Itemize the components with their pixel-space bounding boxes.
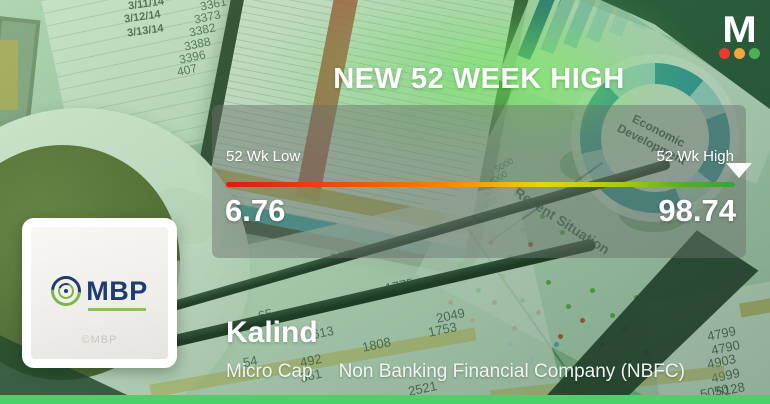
price-marker-icon — [726, 163, 752, 178]
headline: NEW 52 WEEK HIGH — [333, 63, 625, 95]
cap-category: Micro Cap — [226, 361, 313, 382]
range-panel: 52 Wk Low 52 Wk High 6.76 98.74 — [212, 105, 752, 258]
company-logo-card: MBP ©MBP — [22, 218, 177, 368]
bottom-accent-bar — [0, 395, 770, 404]
range-gradient-bar — [226, 182, 735, 187]
brand-logo: M — [714, 9, 764, 59]
bg-frame-art — [0, 40, 18, 110]
green-dot-icon — [748, 48, 760, 59]
mbp-logo-text: MBP — [86, 275, 148, 306]
mbp-logo: MBP — [45, 269, 148, 313]
low-label: 52 Wk Low — [226, 148, 301, 165]
company-meta: Micro Cap Non Banking Financial Company (… — [226, 361, 685, 383]
red-dot-icon — [718, 48, 730, 59]
mbp-tagline — [87, 307, 146, 311]
title-glow — [250, 0, 710, 190]
orange-dot-icon — [733, 48, 745, 59]
title-glow-inner — [420, 15, 650, 145]
mbp-watermark: ©MBP — [81, 334, 118, 346]
mbp-logo-icon — [45, 269, 88, 313]
industry: Non Banking Financial Company (NBFC) — [338, 361, 685, 382]
company-name: Kalind — [226, 316, 318, 349]
high-value: 98.74 — [658, 193, 736, 228]
brand-dots-icon — [714, 48, 764, 59]
low-value: 6.76 — [225, 193, 286, 228]
brand-m-letter: M — [722, 9, 757, 50]
high-label: 52 Wk High — [656, 148, 734, 165]
company-logo-image: MBP ©MBP — [31, 227, 168, 359]
